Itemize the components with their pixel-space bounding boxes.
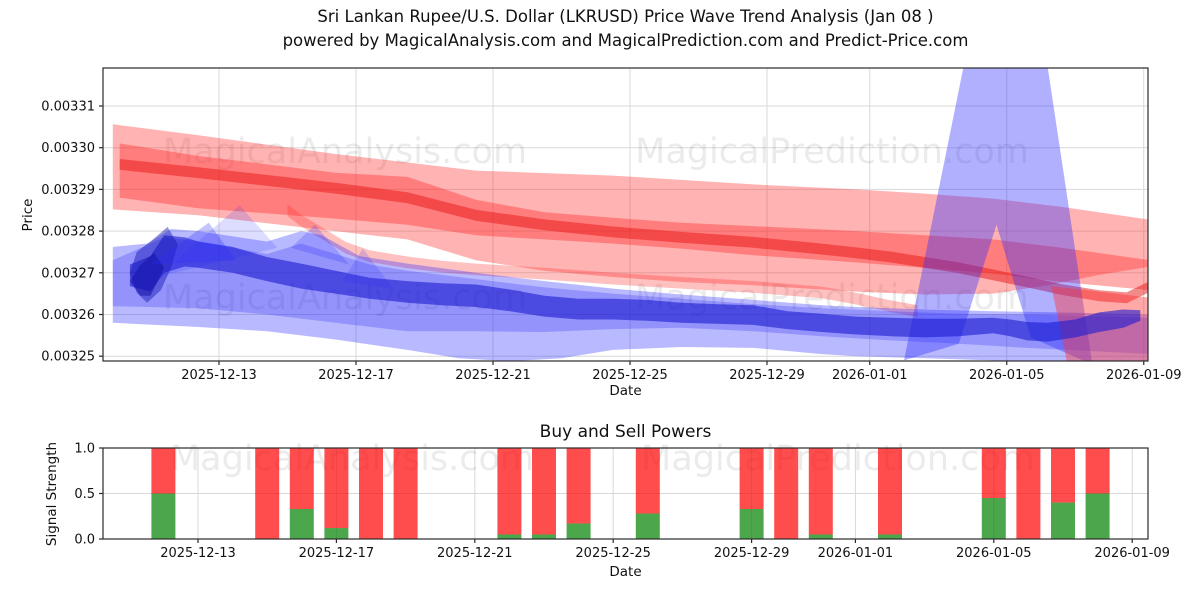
buy-forecast-spike (904, 68, 1092, 361)
signal-bars (151, 448, 1110, 539)
x-tick-label: 2025-12-13 (181, 368, 257, 383)
bar-sell-2026-01-05 (981, 448, 1006, 499)
y-tick-label: 0.00328 (41, 225, 95, 240)
bar-buy-2025-12-12 (151, 493, 176, 539)
sell-median-line (119, 159, 1148, 304)
bar-sell-2025-12-23 (532, 448, 556, 535)
bar-buy-2025-12-31 (808, 534, 833, 539)
watermark-prediction-top: MagicalPrediction.com (635, 132, 1029, 172)
bar-buy-2026-01-05 (981, 498, 1006, 539)
bar-buy-2026-01-08 (1085, 493, 1110, 539)
price-chart-grid (103, 68, 1148, 361)
y-tick-label: 0.00331 (41, 100, 95, 115)
watermark-analysis-top: MagicalAnalysis.com (163, 132, 527, 172)
price-wave-bands (112, 68, 1148, 361)
bar-sell-2025-12-22 (497, 448, 522, 535)
price-xaxis-label: Date (609, 383, 642, 399)
watermarks: MagicalAnalysis.com MagicalPrediction.co… (163, 132, 1035, 479)
bar-sell-2025-12-17 (324, 448, 349, 529)
bar-buy-2025-12-24 (566, 523, 591, 539)
bar-sell-2025-12-24 (566, 448, 591, 524)
x-tick-label: 2026-01-09 (1106, 368, 1182, 383)
bar-buy-2025-12-22 (497, 534, 522, 539)
x-tick-label: 2025-12-29 (714, 546, 790, 561)
bar-buy-2026-01-07 (1051, 502, 1075, 539)
bar-sell-2025-12-15 (255, 448, 280, 539)
x-tick-label: 2025-12-21 (437, 546, 513, 561)
x-tick-label: 2025-12-13 (160, 546, 236, 561)
bar-sell-2025-12-12 (151, 448, 176, 494)
buy-dark-cluster-core (129, 252, 165, 296)
y-tick-label: 0.00326 (41, 308, 95, 323)
y-tick-label: 0.00330 (41, 141, 95, 156)
bar-sell-2025-12-29 (739, 448, 764, 509)
x-tick-label: 2025-12-17 (318, 368, 394, 383)
x-tick-label: 2025-12-25 (592, 368, 668, 383)
x-tick-label: 2026-01-01 (832, 368, 908, 383)
watermark-prediction-bottom: MagicalPrediction.com (641, 439, 1035, 479)
x-tick-label: 2026-01-05 (956, 546, 1032, 561)
y-tick-label: 0.00329 (41, 183, 95, 198)
buy-wisp-4 (342, 248, 394, 290)
bar-sell-2026-01-07 (1051, 448, 1075, 503)
bar-buy-2026-01-02 (878, 534, 902, 539)
x-tick-label: 2026-01-01 (818, 546, 894, 561)
price-axis-label: Price (20, 198, 36, 232)
y-tick-label: 0.5 (74, 487, 95, 502)
axes-spines-ticks: 2025-12-13 2025-12-17 2025-12-21 2025-12-25… (41, 67, 1182, 561)
bar-buy-2025-12-29 (739, 508, 764, 539)
bar-sell-2025-12-19 (393, 448, 418, 539)
signal-xaxis-label: Date (609, 564, 642, 580)
watermark-analysis-bottom: MagicalAnalysis.com (170, 439, 534, 479)
buy-wisp-2 (157, 205, 278, 277)
sell-lower-smoothing-line (287, 204, 918, 317)
x-tick-label: 2025-12-17 (299, 546, 375, 561)
x-tick-label: 2026-01-09 (1094, 546, 1170, 561)
bar-sell-2025-12-26 (635, 448, 660, 514)
bar-sell-2025-12-30 (774, 448, 799, 539)
bar-sell-2025-12-31 (808, 448, 833, 535)
signal-chart-title: Buy and Sell Powers (539, 422, 712, 442)
x-tick-label: 2025-12-21 (455, 368, 531, 383)
bar-sell-2026-01-08 (1085, 448, 1110, 494)
buy-median-band (129, 235, 1141, 342)
plot-border (102, 67, 1149, 362)
figure-title-line2: powered by MagicalAnalysis.com and Magic… (282, 31, 969, 50)
x-tick-label: 2025-12-29 (729, 368, 805, 383)
bar-sell-2026-01-06 (1016, 448, 1041, 539)
y-tick-label: 0.00327 (41, 266, 95, 281)
x-tick-label: 2026-01-05 (969, 368, 1045, 383)
bar-sell-2026-01-02 (878, 448, 902, 535)
bar-buy-2025-12-23 (532, 534, 556, 539)
bar-buy-2025-12-16 (289, 508, 314, 539)
x-tick-label: 2025-12-25 (575, 546, 651, 561)
bar-buy-2025-12-26 (635, 513, 660, 539)
bar-sell-2025-12-16 (289, 448, 314, 509)
signal-axis-label: Signal Strength (44, 441, 60, 547)
bar-sell-2025-12-18 (359, 448, 383, 539)
figure-title-line1: Sri Lankan Rupee/U.S. Dollar (LKRUSD) Pr… (317, 7, 934, 26)
y-tick-label: 1.0 (74, 442, 95, 457)
y-tick-label: 0.00325 (41, 350, 95, 365)
buy-wisp-1 (150, 222, 237, 265)
buy-wisp-3 (290, 224, 350, 265)
bar-buy-2025-12-17 (324, 528, 349, 539)
y-tick-label: 0.0 (74, 533, 95, 548)
